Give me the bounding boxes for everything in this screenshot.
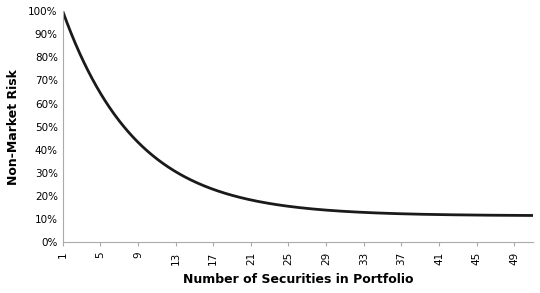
X-axis label: Number of Securities in Portfolio: Number of Securities in Portfolio	[183, 273, 413, 286]
Y-axis label: Non-Market Risk: Non-Market Risk	[7, 69, 20, 185]
